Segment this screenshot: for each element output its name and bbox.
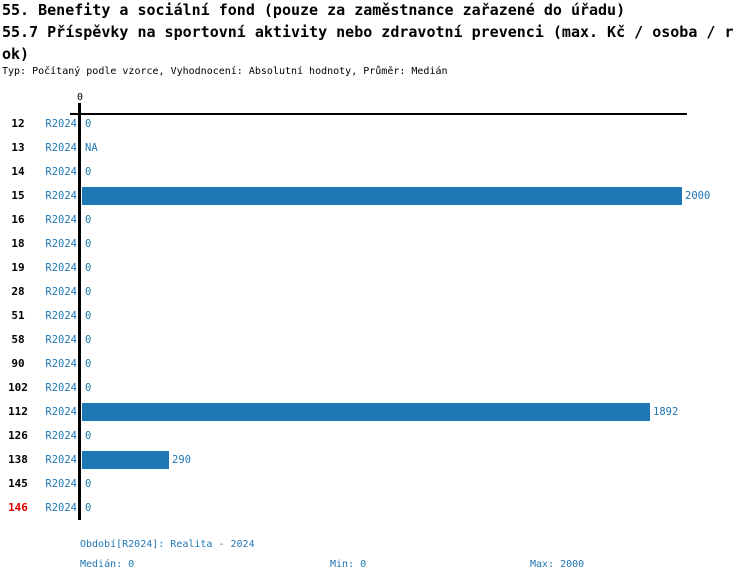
bar-value-label: 0	[85, 358, 92, 370]
chart-row: 51 R2024 0	[0, 304, 750, 328]
chart-row: 145 R2024 0	[0, 472, 750, 496]
row-series-label: R2024	[45, 286, 77, 298]
chart-row: 13 R2024 NA	[0, 136, 750, 160]
row-category-label: 51	[11, 309, 25, 322]
row-series-label: R2024	[45, 310, 77, 322]
bar-value-label: 0	[85, 286, 92, 298]
chart-row: 15 R2024 2000	[0, 184, 750, 208]
row-series-label: R2024	[45, 454, 77, 466]
page-title-line-2: 55.7 Příspěvky na sportovní aktivity neb…	[2, 23, 734, 41]
footer-period-label: Období[R2024]: Realita - 2024	[80, 539, 255, 550]
row-category-label: 13	[11, 141, 25, 154]
footer-max-stat: Max: 2000	[530, 559, 585, 570]
bar-value-label: 1892	[653, 406, 679, 418]
bar-value-label: 0	[85, 118, 92, 130]
chart-row: 112 R2024 1892	[0, 400, 750, 424]
chart-row: 19 R2024 0	[0, 256, 750, 280]
page-title-line-3: ok)	[2, 45, 30, 63]
bar-value-label: 0	[85, 214, 92, 226]
axis-zero-tick-label: 0	[76, 92, 84, 103]
row-category-label: 19	[11, 261, 25, 274]
chart-meta-line: Typ: Počítaný podle vzorce, Vyhodnocení:…	[2, 66, 448, 77]
row-series-label: R2024	[45, 262, 77, 274]
row-series-label: R2024	[45, 430, 77, 442]
row-category-label: 28	[11, 285, 25, 298]
footer-min-stat: Min: 0	[330, 559, 367, 570]
bar-value-label: 0	[85, 430, 92, 442]
row-category-label: 15	[11, 189, 25, 202]
row-series-label: R2024	[45, 358, 77, 370]
row-series-label: R2024	[45, 190, 77, 202]
bar-value-label: 0	[85, 502, 92, 514]
row-series-label: R2024	[45, 238, 77, 250]
bar-value-label: 0	[85, 382, 92, 394]
row-series-label: R2024	[45, 118, 77, 130]
row-category-label: 14	[11, 165, 25, 178]
row-category-label: 146	[8, 501, 28, 514]
chart-row: 102 R2024 0	[0, 376, 750, 400]
row-category-label: 12	[11, 117, 25, 130]
bar-value-label: 0	[85, 334, 92, 346]
bar-value-label: 0	[85, 310, 92, 322]
row-series-label: R2024	[45, 334, 77, 346]
chart-row: 58 R2024 0	[0, 328, 750, 352]
footer-median-stat: Medián: 0	[80, 559, 135, 570]
row-series-label: R2024	[45, 478, 77, 490]
bar-value-label: 0	[85, 478, 92, 490]
chart-row: 14 R2024 0	[0, 160, 750, 184]
chart-row: 12 R2024 0	[0, 112, 750, 136]
row-series-label: R2024	[45, 214, 77, 226]
bar-value-label: 0	[85, 262, 92, 274]
row-category-label: 138	[8, 453, 28, 466]
bar	[82, 451, 169, 469]
bar-value-label: NA	[85, 142, 98, 154]
bar-value-label: 2000	[685, 190, 711, 202]
row-series-label: R2024	[45, 166, 77, 178]
row-category-label: 145	[8, 477, 28, 490]
bar-value-label: 290	[172, 454, 191, 466]
row-category-label: 126	[8, 429, 28, 442]
row-series-label: R2024	[45, 406, 77, 418]
chart-row: 138 R2024 290	[0, 448, 750, 472]
row-category-label: 102	[8, 381, 28, 394]
row-series-label: R2024	[45, 142, 77, 154]
plot-top-border-line	[70, 113, 687, 115]
page-title-line-1: 55. Benefity a sociální fond (pouze za z…	[2, 1, 626, 19]
row-category-label: 16	[11, 213, 25, 226]
chart-row: 16 R2024 0	[0, 208, 750, 232]
chart-row: 28 R2024 0	[0, 280, 750, 304]
chart-row: 126 R2024 0	[0, 424, 750, 448]
chart-row: 18 R2024 0	[0, 232, 750, 256]
bar-value-label: 0	[85, 166, 92, 178]
row-category-label: 58	[11, 333, 25, 346]
row-category-label: 18	[11, 237, 25, 250]
bar-value-label: 0	[85, 238, 92, 250]
bar	[82, 403, 650, 421]
bar	[82, 187, 682, 205]
value-axis-line	[78, 103, 81, 520]
chart-row: 90 R2024 0	[0, 352, 750, 376]
chart-row: 146 R2024 0	[0, 496, 750, 520]
row-category-label: 90	[11, 357, 25, 370]
row-series-label: R2024	[45, 382, 77, 394]
row-series-label: R2024	[45, 502, 77, 514]
row-category-label: 112	[8, 405, 28, 418]
